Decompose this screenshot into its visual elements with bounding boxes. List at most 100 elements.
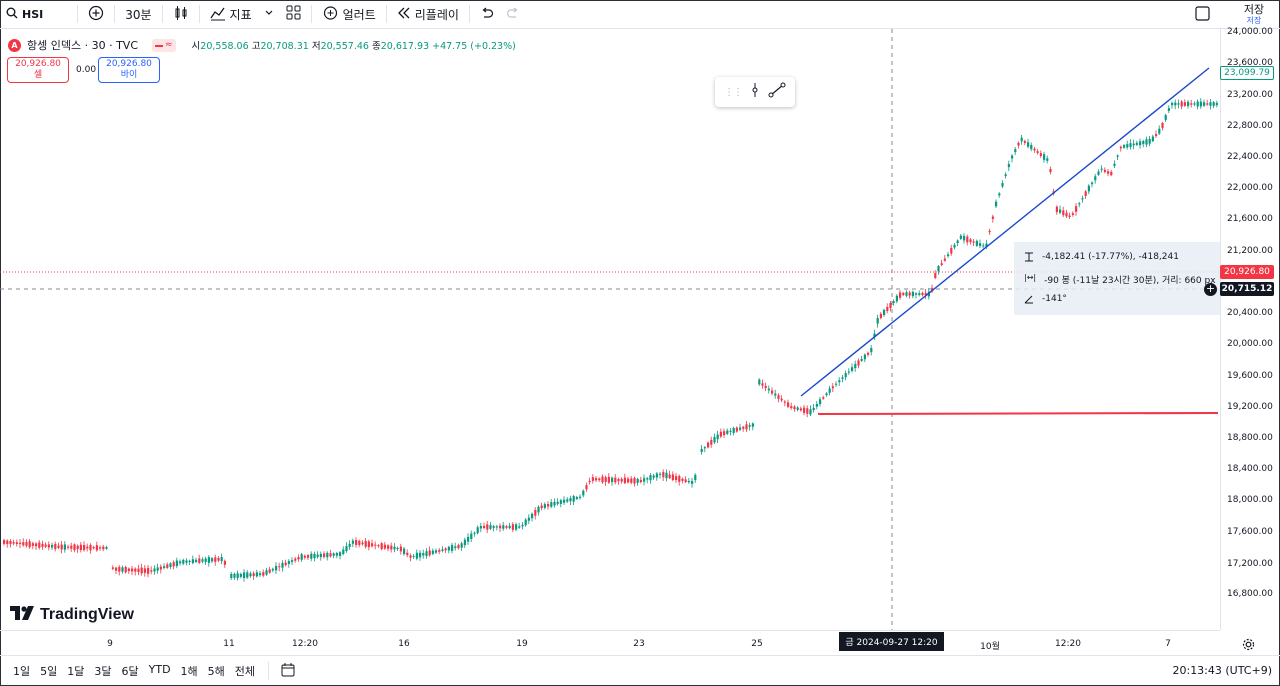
candle-up (397, 548, 399, 549)
candle-up (569, 498, 571, 501)
candle-down (1024, 141, 1026, 143)
tradingview-logo[interactable]: TradingView (10, 605, 134, 624)
candle-up (883, 310, 885, 315)
legend-title[interactable]: 항셍 인덱스 · 30 · TVC (27, 37, 138, 53)
sell-button[interactable]: 20,926.80 셀 (7, 57, 69, 83)
candle-down (1056, 207, 1058, 212)
drag-handle-icon[interactable]: ⋮⋮ (724, 87, 742, 98)
range-button[interactable]: 1해 (176, 663, 203, 679)
candle-down (294, 558, 296, 560)
price-axis[interactable]: 24,000.00 23,600.00 23,200.00 22,800.00 22,4… (1220, 29, 1280, 630)
candle-down (941, 263, 943, 265)
legend-toggle-button[interactable]: ≈ (152, 39, 176, 52)
open-label: 시 (192, 41, 201, 52)
candle-down (1040, 153, 1042, 156)
range-button[interactable]: 1달 (62, 663, 89, 679)
candle-down (742, 427, 744, 429)
alert-button[interactable]: 얼러트 (316, 0, 382, 29)
candle-up (752, 423, 754, 426)
candle-up (281, 563, 283, 568)
clock-label[interactable]: 20:13:43 (UTC+9) (1172, 664, 1272, 677)
candle-up (1005, 174, 1007, 176)
range-button[interactable]: 3달 (89, 663, 116, 679)
candle-down (329, 553, 331, 556)
indicators-dropdown[interactable] (258, 0, 280, 29)
save-button[interactable]: 저장 저장 (1234, 4, 1274, 26)
vertical-line-tool-icon[interactable] (748, 82, 762, 102)
range-button[interactable]: 6달 (117, 663, 144, 679)
candle-up (326, 553, 328, 557)
candle-up (51, 545, 53, 548)
candle-up (243, 572, 245, 578)
candle-up (835, 384, 837, 385)
candle-up (221, 557, 223, 561)
chart-pane[interactable] (0, 29, 1220, 630)
candle-up (416, 553, 418, 559)
undo-button[interactable] (474, 0, 500, 29)
measure-tooltip: -4,182.41 (-17.77%), -418,241 |↔| -90 봉 … (1014, 242, 1220, 315)
candle-down (285, 563, 287, 566)
candle-down (118, 567, 120, 572)
candle-down (41, 544, 43, 547)
candle-up (729, 431, 731, 432)
crosshair-plus-button[interactable]: + (1204, 283, 1217, 296)
close-value: 20,617.93 (381, 41, 429, 52)
candle-up (637, 479, 639, 483)
candle-up (726, 431, 728, 434)
candle-up (521, 525, 523, 527)
indicators-button[interactable]: 지표 (204, 0, 258, 29)
range-button[interactable]: 1일 (8, 663, 35, 679)
range-button[interactable]: YTD (144, 663, 176, 679)
buy-button[interactable]: 20,926.80 바이 (98, 57, 160, 83)
candle-down (137, 569, 139, 572)
candle-down (57, 546, 59, 548)
symbol-search-button[interactable]: HSI (0, 0, 49, 29)
candle-down (381, 543, 383, 549)
candle-down (166, 564, 168, 568)
candle-up (189, 561, 191, 562)
time-axis[interactable]: 9 11 12:20 16 19 23 25 10월 12:20 7 (0, 630, 1220, 655)
candle-down (784, 402, 786, 403)
low-value: 20,557.46 (321, 41, 369, 52)
candle-down (822, 397, 824, 399)
candle-up (531, 514, 533, 518)
undo-icon (480, 7, 494, 22)
candle-up (646, 478, 648, 479)
candle-up (957, 241, 959, 243)
candle-down (89, 545, 91, 550)
candle-up (550, 502, 552, 507)
redo-button[interactable] (500, 0, 526, 29)
time-tick: 25 (751, 639, 762, 649)
candle-up (230, 574, 232, 578)
layouts-button[interactable] (280, 0, 307, 29)
replay-button[interactable]: 리플레이 (391, 0, 465, 29)
chart-type-button[interactable] (167, 0, 195, 29)
settings-gear-button[interactable] (1242, 636, 1255, 655)
candle-up (1187, 102, 1189, 106)
candle-down (1107, 171, 1109, 173)
candle-down (134, 569, 136, 572)
goto-date-button[interactable] (273, 662, 304, 680)
save-sub-label: 저장 (1247, 15, 1262, 26)
search-icon (6, 7, 18, 22)
range-button[interactable]: 5해 (203, 663, 230, 679)
candle-down (1190, 103, 1192, 104)
range-button[interactable]: 전체 (230, 663, 260, 679)
candle-up (1101, 169, 1103, 170)
fullscreen-button[interactable] (1189, 0, 1216, 29)
trend-line-tool-icon[interactable] (768, 82, 786, 102)
candle-down (832, 386, 834, 388)
range-button[interactable]: 5일 (35, 663, 62, 679)
candle-up (451, 545, 453, 551)
spread-value: 0.00 (76, 65, 96, 75)
interval-button[interactable]: 30분 (119, 0, 157, 29)
price-tick: 17,200.00 (1227, 559, 1273, 569)
candle-up (169, 563, 171, 567)
candle-up (1094, 176, 1096, 180)
rewind-icon (397, 7, 411, 22)
candle-up (1174, 103, 1176, 106)
candle-down (93, 547, 95, 548)
compare-add-button[interactable] (82, 0, 110, 29)
top-toolbar: HSI 30분 지표 얼러트 (0, 0, 1280, 29)
candle-down (1075, 206, 1077, 212)
